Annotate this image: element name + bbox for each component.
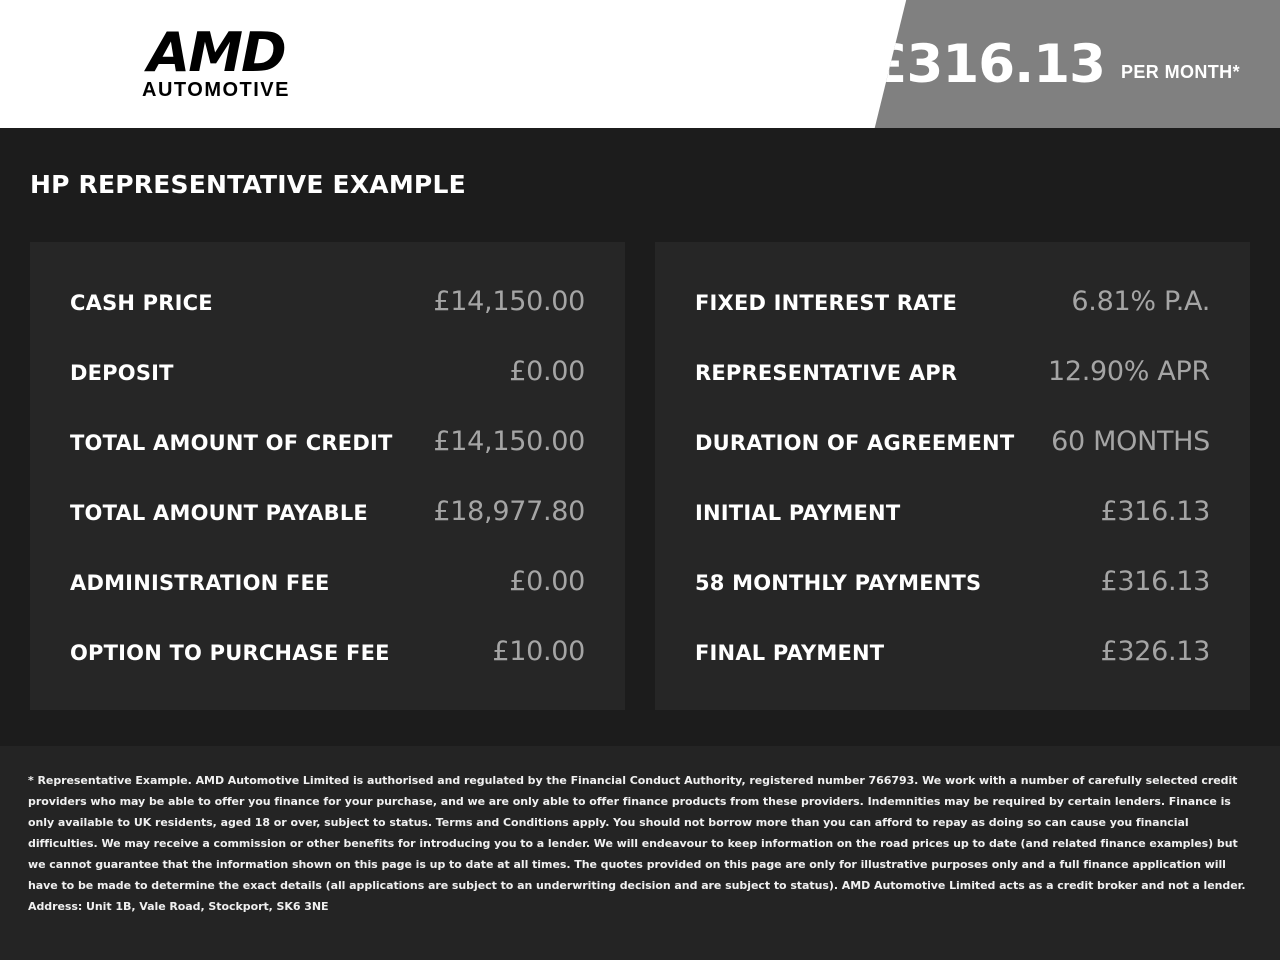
amd-automotive-logo[interactable]: AMD AUTOMOTIVE — [136, 26, 296, 102]
logo-subtitle-text: AUTOMOTIVE — [142, 79, 290, 101]
row-label: DEPOSIT — [70, 361, 174, 385]
row-label: OPTION TO PURCHASE FEE — [70, 641, 390, 665]
finance-panels: CASH PRICE £14,150.00 DEPOSIT £0.00 TOTA… — [30, 242, 1250, 710]
table-row: DURATION OF AGREEMENT 60 MONTHS — [695, 426, 1210, 496]
row-label: FIXED INTEREST RATE — [695, 291, 958, 315]
row-value: 60 MONTHS — [1051, 426, 1210, 457]
table-row: CASH PRICE £14,150.00 — [70, 286, 585, 356]
row-label: 58 MONTHLY PAYMENTS — [695, 571, 982, 595]
row-value: £0.00 — [509, 356, 585, 387]
table-row: OPTION TO PURCHASE FEE £10.00 — [70, 636, 585, 706]
row-value: £14,150.00 — [433, 426, 585, 457]
row-value: £14,150.00 — [433, 286, 585, 317]
row-value: 12.90% APR — [1047, 356, 1210, 387]
row-label: CASH PRICE — [70, 291, 213, 315]
disclaimer-section: * Representative Example. AMD Automotive… — [0, 746, 1280, 960]
table-row: DEPOSIT £0.00 — [70, 356, 585, 426]
table-row: ADMINISTRATION FEE £0.00 — [70, 566, 585, 636]
row-value: £0.00 — [509, 566, 585, 597]
monthly-price-banner: £316.13 PER MONTH* — [870, 0, 1280, 128]
row-label: DURATION OF AGREEMENT — [695, 431, 1015, 455]
row-label: INITIAL PAYMENT — [695, 501, 901, 525]
monthly-price-period-label: PER MONTH* — [1120, 61, 1240, 82]
disclaimer-text: * Representative Example. AMD Automotive… — [28, 774, 1246, 913]
page-title: HP REPRESENTATIVE EXAMPLE — [30, 170, 466, 199]
logo-brand-text: AMD — [147, 21, 286, 84]
row-label: TOTAL AMOUNT PAYABLE — [70, 501, 368, 525]
row-value: £18,977.80 — [433, 496, 585, 527]
row-label: ADMINISTRATION FEE — [70, 571, 330, 595]
row-value: £10.00 — [492, 636, 585, 667]
row-label: TOTAL AMOUNT OF CREDIT — [70, 431, 393, 455]
page-header: AMD AUTOMOTIVE £316.13 PER MONTH* — [0, 0, 1280, 128]
table-row: TOTAL AMOUNT PAYABLE £18,977.80 — [70, 496, 585, 566]
table-row: TOTAL AMOUNT OF CREDIT £14,150.00 — [70, 426, 585, 496]
row-value: 6.81% P.A. — [1071, 286, 1210, 317]
row-label: FINAL PAYMENT — [695, 641, 885, 665]
monthly-price-amount: £316.13 — [870, 33, 1106, 95]
row-value: £326.13 — [1100, 636, 1210, 667]
row-value: £316.13 — [1100, 496, 1210, 527]
finance-panel-right: FIXED INTEREST RATE 6.81% P.A. REPRESENT… — [655, 242, 1250, 710]
table-row: FINAL PAYMENT £326.13 — [695, 636, 1210, 706]
table-row: 58 MONTHLY PAYMENTS £316.13 — [695, 566, 1210, 636]
finance-panel-left: CASH PRICE £14,150.00 DEPOSIT £0.00 TOTA… — [30, 242, 625, 710]
row-label: REPRESENTATIVE APR — [695, 361, 958, 385]
finance-example-section: HP REPRESENTATIVE EXAMPLE CASH PRICE £14… — [0, 128, 1280, 746]
table-row: REPRESENTATIVE APR 12.90% APR — [695, 356, 1210, 426]
table-row: INITIAL PAYMENT £316.13 — [695, 496, 1210, 566]
table-row: FIXED INTEREST RATE 6.81% P.A. — [695, 286, 1210, 356]
row-value: £316.13 — [1100, 566, 1210, 597]
